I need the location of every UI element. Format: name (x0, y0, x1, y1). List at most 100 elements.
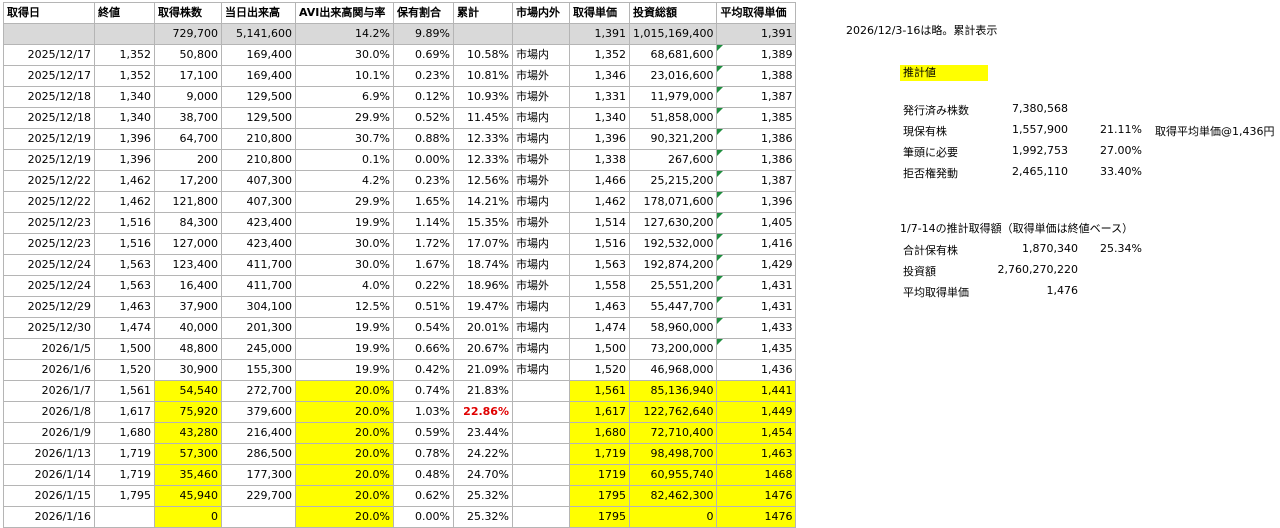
cell[interactable]: 1,387 (716, 170, 797, 192)
cell[interactable]: 取得株数 (154, 2, 222, 24)
cell[interactable] (512, 464, 570, 486)
cell[interactable]: 22.86% (453, 401, 513, 423)
cell[interactable]: 1,433 (716, 317, 797, 339)
cell[interactable]: 2026/1/5 (3, 338, 95, 360)
cell[interactable]: 11,979,000 (628, 86, 718, 108)
cell[interactable]: 2025/12/17 (3, 44, 95, 66)
cell[interactable]: 272,700 (221, 380, 296, 402)
cell[interactable]: 37,900 (154, 296, 222, 318)
cell[interactable]: 72,710,400 (628, 422, 718, 444)
cell[interactable]: 1,474 (94, 317, 155, 339)
cell[interactable]: 68,681,600 (628, 44, 718, 66)
cell[interactable]: 178,071,600 (628, 191, 718, 213)
cell[interactable]: 市場内外 (512, 2, 570, 24)
cell[interactable]: 85,136,940 (628, 380, 718, 402)
cell[interactable] (512, 422, 570, 444)
cell[interactable]: 15.35% (453, 212, 513, 234)
cell[interactable]: 75,920 (154, 401, 222, 423)
cell[interactable]: 1,500 (94, 338, 155, 360)
cell[interactable]: 55,447,700 (628, 296, 718, 318)
cell[interactable]: 82,462,300 (628, 485, 718, 507)
cell[interactable]: 201,300 (221, 317, 296, 339)
cell[interactable]: 1,441 (716, 380, 797, 402)
cell[interactable]: 12.5% (295, 296, 394, 318)
cell[interactable]: 19.47% (453, 296, 513, 318)
cell[interactable]: 25.32% (453, 506, 513, 528)
cell[interactable]: 57,300 (154, 443, 222, 465)
cell[interactable]: 127,630,200 (628, 212, 718, 234)
cell[interactable]: 1,396 (716, 191, 797, 213)
cell[interactable]: 0 (628, 506, 718, 528)
cell[interactable]: 17,100 (154, 65, 222, 87)
cell[interactable]: 1,340 (94, 107, 155, 129)
cell[interactable]: 1,431 (716, 275, 797, 297)
cell[interactable]: 25,551,200 (628, 275, 718, 297)
cell[interactable]: 2025/12/23 (3, 212, 95, 234)
cell[interactable]: 40,000 (154, 317, 222, 339)
cell[interactable]: 21.83% (453, 380, 513, 402)
cell[interactable]: 18.74% (453, 254, 513, 276)
cell[interactable]: 1,500 (569, 338, 630, 360)
cell[interactable]: 0.88% (393, 128, 454, 150)
cell[interactable]: 2026/1/15 (3, 485, 95, 507)
cell[interactable]: 2026/1/16 (3, 506, 95, 528)
cell[interactable]: 2026/1/14 (3, 464, 95, 486)
cell[interactable]: 1,338 (569, 149, 630, 171)
cell[interactable]: 1,563 (94, 254, 155, 276)
cell[interactable]: 1,416 (716, 233, 797, 255)
cell[interactable]: 0.22% (393, 275, 454, 297)
cell[interactable]: 2026/1/8 (3, 401, 95, 423)
cell[interactable]: 286,500 (221, 443, 296, 465)
cell[interactable]: 25.32% (453, 485, 513, 507)
cell[interactable]: 304,100 (221, 296, 296, 318)
cell[interactable]: 1,617 (569, 401, 630, 423)
cell[interactable] (512, 485, 570, 507)
cell[interactable]: 12.33% (453, 149, 513, 171)
cell[interactable]: 19.9% (295, 338, 394, 360)
cell[interactable]: 市場内 (512, 191, 570, 213)
cell[interactable]: 58,960,000 (628, 317, 718, 339)
cell[interactable]: 20.0% (295, 506, 394, 528)
cell[interactable]: 98,498,700 (628, 443, 718, 465)
cell[interactable]: 1,561 (569, 380, 630, 402)
cell[interactable]: 2025/12/24 (3, 275, 95, 297)
cell[interactable]: 市場内 (512, 359, 570, 381)
cell[interactable]: 市場外 (512, 86, 570, 108)
cell[interactable]: 1,466 (569, 170, 630, 192)
cell[interactable]: 24.22% (453, 443, 513, 465)
cell[interactable]: 1,015,169,400 (628, 23, 718, 45)
cell[interactable]: 1,462 (94, 191, 155, 213)
cell[interactable]: 1468 (716, 464, 797, 486)
cell[interactable]: 1,340 (94, 86, 155, 108)
cell[interactable]: 1,396 (94, 128, 155, 150)
cell[interactable]: 21.09% (453, 359, 513, 381)
cell[interactable]: 90,321,200 (628, 128, 718, 150)
cell[interactable]: 0.52% (393, 107, 454, 129)
cell[interactable]: 210,800 (221, 149, 296, 171)
cell[interactable]: 1,388 (716, 65, 797, 87)
cell[interactable]: 1,391 (716, 23, 797, 45)
cell[interactable]: 累計 (453, 2, 513, 24)
cell[interactable] (94, 23, 155, 45)
cell[interactable]: 2025/12/29 (3, 296, 95, 318)
cell[interactable]: 1.03% (393, 401, 454, 423)
cell[interactable]: 1.67% (393, 254, 454, 276)
cell[interactable]: 市場内 (512, 296, 570, 318)
cell[interactable]: 12.33% (453, 128, 513, 150)
cell[interactable]: 423,400 (221, 212, 296, 234)
cell[interactable]: 10.93% (453, 86, 513, 108)
cell[interactable]: 2025/12/24 (3, 254, 95, 276)
cell[interactable]: 投資総額 (628, 2, 718, 24)
cell[interactable]: 169,400 (221, 65, 296, 87)
cell[interactable]: 407,300 (221, 170, 296, 192)
cell[interactable]: 20.0% (295, 485, 394, 507)
cell[interactable]: 1,385 (716, 107, 797, 129)
cell[interactable]: 1476 (716, 506, 797, 528)
cell[interactable]: 73,200,000 (628, 338, 718, 360)
cell[interactable]: 10.1% (295, 65, 394, 87)
cell[interactable]: 4.2% (295, 170, 394, 192)
cell[interactable] (512, 443, 570, 465)
cell[interactable]: 64,700 (154, 128, 222, 150)
cell[interactable]: 0.66% (393, 338, 454, 360)
cell[interactable]: 市場内 (512, 317, 570, 339)
